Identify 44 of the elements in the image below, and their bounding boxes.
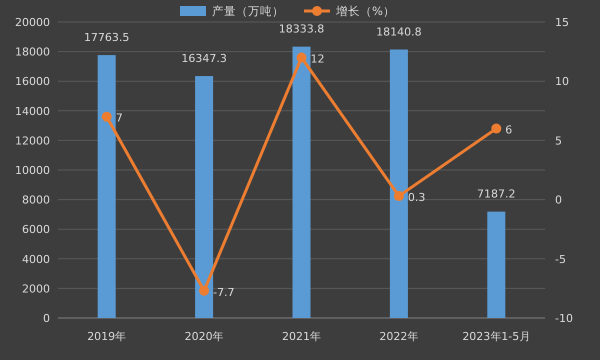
x-tick-label: 2021年 bbox=[282, 330, 321, 343]
bar bbox=[98, 55, 116, 318]
x-tick-label: 2020年 bbox=[184, 330, 224, 343]
point bbox=[199, 286, 210, 296]
y-tick-label: 20000 bbox=[15, 16, 50, 29]
y-tick-label: 0 bbox=[43, 312, 50, 325]
data-label: 6 bbox=[505, 124, 512, 137]
point bbox=[394, 191, 404, 202]
y-tick-label: 12000 bbox=[15, 134, 50, 148]
legend-label: 产量（万吨） bbox=[212, 4, 284, 18]
y-tick-label: 16000 bbox=[15, 75, 50, 88]
data-label: 16347.3 bbox=[181, 52, 227, 66]
y2-tick-label: 5 bbox=[555, 134, 562, 148]
data-label: 18140.8 bbox=[376, 26, 422, 39]
y-tick-label: 10000 bbox=[15, 164, 50, 177]
data-label: 17763.5 bbox=[84, 31, 130, 44]
y-tick-label: 14000 bbox=[15, 104, 50, 118]
y-tick-label: 8000 bbox=[22, 194, 50, 207]
bar bbox=[292, 46, 310, 318]
data-label: 0.3 bbox=[408, 191, 426, 204]
point bbox=[102, 112, 112, 122]
data-label: 12 bbox=[310, 52, 324, 66]
legend-label: 增长（%） bbox=[335, 4, 395, 18]
y2-tick-label: 15 bbox=[555, 16, 569, 29]
point bbox=[491, 124, 502, 134]
y2-tick-label: 10 bbox=[555, 75, 569, 88]
y2-tick-label: -5 bbox=[555, 252, 566, 266]
data-label: 7 bbox=[116, 112, 123, 125]
y2-tick-label: -10 bbox=[555, 312, 573, 325]
y-tick-label: 18000 bbox=[15, 46, 50, 59]
y-tick-label: 2000 bbox=[22, 282, 50, 296]
x-tick-label: 2022年 bbox=[379, 330, 418, 343]
bar bbox=[487, 212, 506, 318]
point bbox=[296, 52, 306, 63]
x-tick-label: 2023年1-5月 bbox=[462, 330, 530, 343]
y2-tick-label: 0 bbox=[555, 194, 562, 207]
y-tick-label: 4000 bbox=[22, 252, 50, 266]
y-tick-label: 6000 bbox=[22, 223, 50, 236]
bar bbox=[195, 76, 214, 318]
x-tick-label: 2019年 bbox=[87, 330, 126, 343]
bar bbox=[390, 50, 408, 318]
data-label: -7.7 bbox=[213, 286, 235, 299]
data-label: 18333.8 bbox=[278, 22, 324, 36]
data-label: 7187.2 bbox=[477, 188, 516, 201]
